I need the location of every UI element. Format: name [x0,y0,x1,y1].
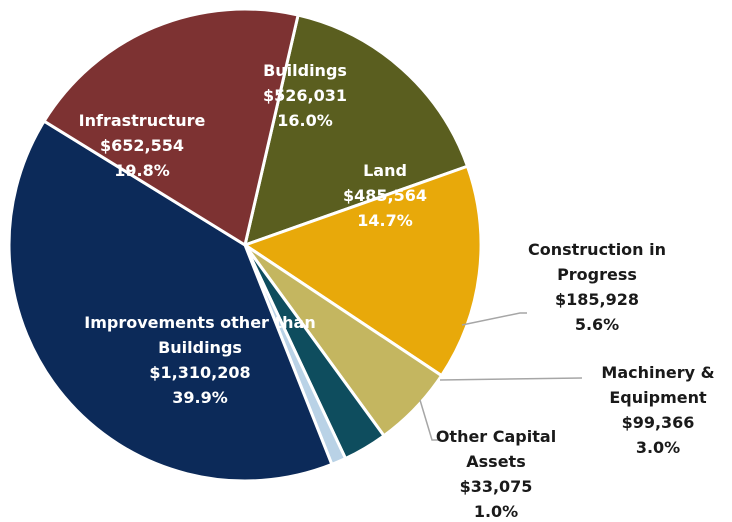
slice-label: Buildings $526,031 16.0% [235,58,375,133]
value-label: $526,031 [262,86,347,105]
percentage-label: 1.0% [473,502,519,521]
value-label: $1,310,208 [149,363,251,382]
leader-line [461,312,527,326]
slice-label: Land $485,564 14.7% [315,158,455,233]
category-label: Improvements other than Buildings [84,313,316,357]
pie-slice [7,119,334,483]
category-label: Construction in Progress [527,240,667,284]
value-label: $652,554 [99,136,184,155]
slice-label: Infrastructure $652,554 19.8% [57,108,227,183]
slice-label: Other Capital Assets $33,075 1.0% [426,424,566,522]
percentage-label: 3.0% [635,438,681,457]
category-label: Infrastructure [78,111,206,130]
slice-label: Machinery & Equipment $99,366 3.0% [583,360,732,460]
percentage-label: 14.7% [357,211,413,230]
leader-line [419,399,440,441]
category-label: Land [363,161,407,180]
pie-slice [242,13,470,248]
percentage-label: 39.9% [172,388,228,407]
pie-slice [241,164,483,378]
category-label: Other Capital Assets [435,427,557,471]
category-label: Machinery & Equipment [601,363,715,407]
category-label: Buildings [263,61,347,80]
percentage-label: 16.0% [277,111,333,130]
pie-slice [42,7,300,248]
value-label: $485,564 [342,186,427,205]
value-label: $33,075 [459,477,533,496]
percentage-label: 19.8% [114,161,170,180]
percentage-label: 5.6% [574,315,620,334]
slice-label: Improvements other than Buildings $1,310,… [75,310,325,410]
value-label: $185,928 [554,290,639,309]
slice-label: Construction in Progress $185,928 5.6% [512,237,682,337]
value-label: $99,366 [621,413,695,432]
leader-line [439,377,583,381]
